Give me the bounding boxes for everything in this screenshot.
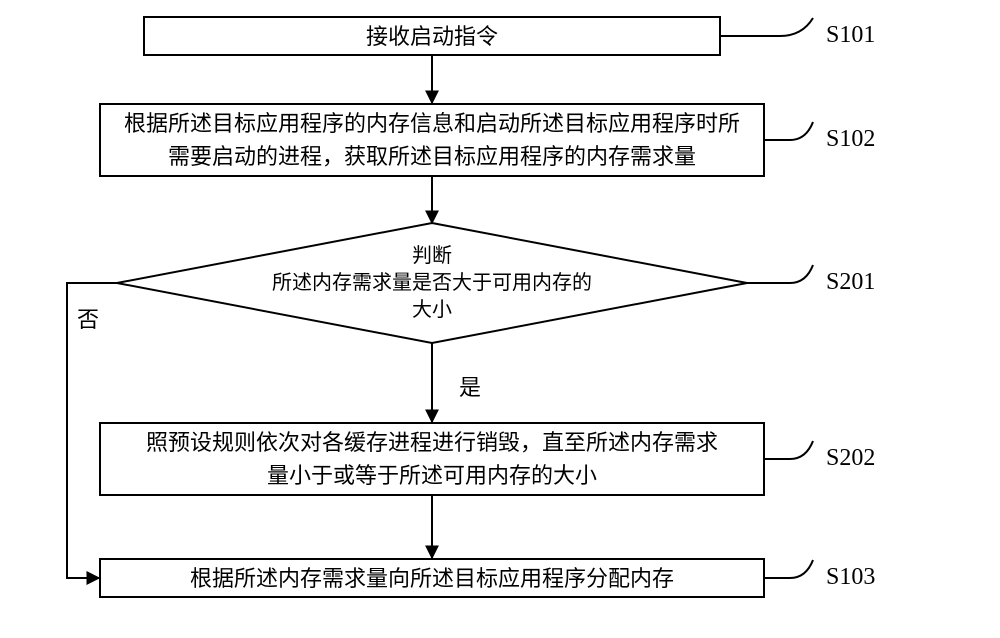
label-s103: S103 bbox=[826, 564, 875, 591]
step-s102-text: 根据所述目标应用程序的内存信息和启动所述目标应用程序时所需要启动的进程，获取所述… bbox=[119, 107, 745, 173]
tick-s103 bbox=[765, 560, 813, 578]
edge-label-no: 否 bbox=[77, 302, 99, 334]
step-s103: 根据所述内存需求量向所述目标应用程序分配内存 bbox=[99, 558, 765, 598]
step-s202-text: 照预设规则依次对各缓存进程进行销毁，直至所述内存需求量小于或等于所述可用内存的大… bbox=[141, 426, 723, 492]
tick-s102 bbox=[765, 122, 813, 140]
step-s102: 根据所述目标应用程序的内存信息和启动所述目标应用程序时所需要启动的进程，获取所述… bbox=[99, 103, 765, 177]
tick-s201 bbox=[747, 265, 813, 283]
decision-s201: 判断 所述内存需求量是否大于可用内存的 大小 bbox=[117, 223, 747, 343]
label-s201: S201 bbox=[826, 269, 875, 296]
label-s101: S101 bbox=[826, 22, 875, 49]
edge-label-yes: 是 bbox=[459, 370, 481, 402]
decision-s201-text: 判断 所述内存需求量是否大于可用内存的 大小 bbox=[272, 243, 592, 324]
step-s101-text: 接收启动指令 bbox=[366, 20, 498, 53]
flowchart-canvas: 接收启动指令 根据所述目标应用程序的内存信息和启动所述目标应用程序时所需要启动的… bbox=[0, 0, 1000, 638]
tick-s202 bbox=[765, 441, 813, 459]
label-s202: S202 bbox=[826, 445, 875, 472]
step-s202: 照预设规则依次对各缓存进程进行销毁，直至所述内存需求量小于或等于所述可用内存的大… bbox=[99, 422, 765, 496]
label-s102: S102 bbox=[826, 126, 875, 153]
tick-s101 bbox=[721, 18, 813, 36]
step-s103-text: 根据所述内存需求量向所述目标应用程序分配内存 bbox=[190, 562, 674, 595]
step-s101: 接收启动指令 bbox=[143, 16, 721, 56]
